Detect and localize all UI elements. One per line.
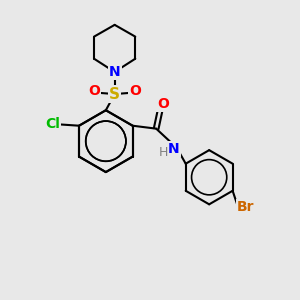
Text: Br: Br: [237, 200, 255, 214]
Text: O: O: [88, 84, 100, 98]
Text: O: O: [129, 84, 141, 98]
Text: N: N: [168, 142, 180, 156]
Text: N: N: [109, 65, 121, 79]
Text: Cl: Cl: [45, 117, 60, 131]
Text: H: H: [159, 146, 168, 159]
Text: S: S: [109, 87, 120, 102]
Text: O: O: [158, 97, 169, 111]
